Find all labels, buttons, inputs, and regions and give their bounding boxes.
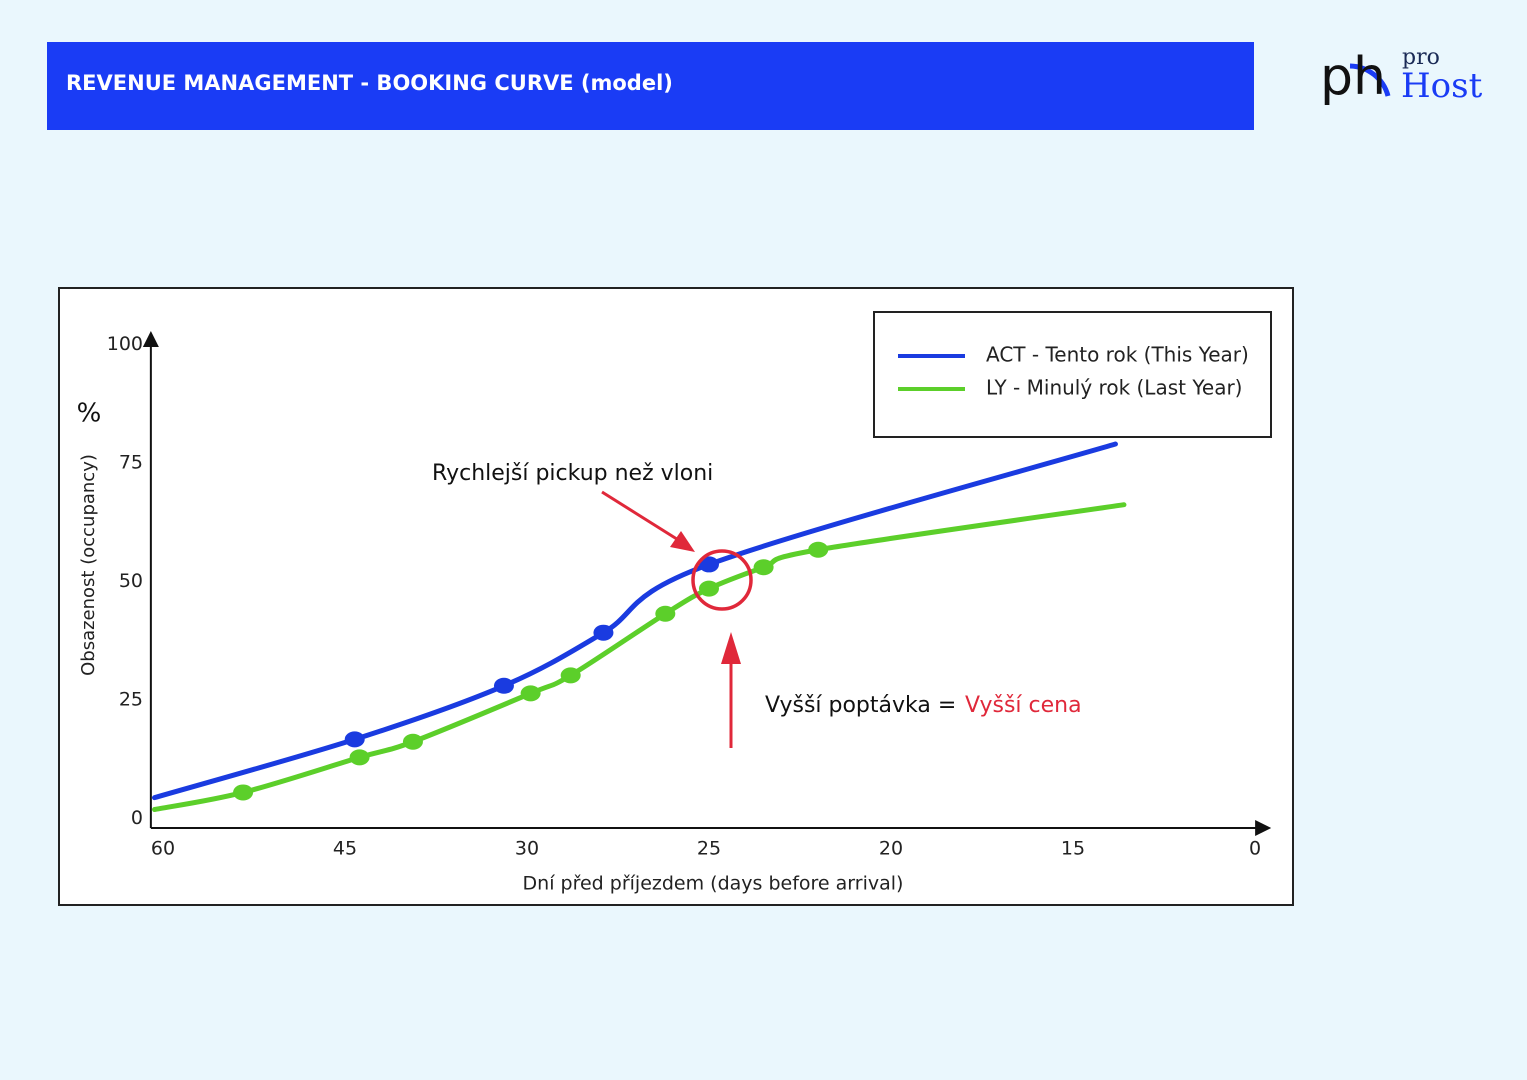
data-point bbox=[699, 580, 719, 597]
legend: ACT - Tento rok (This Year) LY - Minulý r… bbox=[898, 343, 1249, 400]
logo-prefix: pro bbox=[1402, 45, 1440, 70]
data-point bbox=[753, 559, 774, 576]
data-point bbox=[593, 624, 614, 641]
annotation: Vyšší poptávka = bbox=[765, 693, 956, 718]
arrowhead bbox=[721, 632, 741, 664]
data-point bbox=[493, 677, 514, 694]
x-tick-label: 15 bbox=[1061, 838, 1085, 860]
header-title: REVENUE MANAGEMENT - BOOKING CURVE (mode… bbox=[66, 71, 673, 95]
annotation-highlight: Vyšší cena bbox=[965, 693, 1082, 718]
data-point bbox=[560, 667, 581, 684]
chart: 0 25 50 75 100 60 45 30 25 20 15 0 bbox=[107, 331, 1272, 860]
y-axis-label: Obsazenost (occupancy) bbox=[78, 454, 99, 676]
arrow bbox=[601, 490, 681, 543]
y-tick-label: 50 bbox=[119, 570, 143, 592]
x-tick-label: 25 bbox=[697, 838, 721, 860]
data-point bbox=[808, 541, 829, 558]
x-axis-label: Dní před příjezdem (days before arrival) bbox=[523, 873, 904, 895]
data-point bbox=[233, 784, 254, 801]
highlight-circle bbox=[691, 549, 753, 611]
x-axis-arrow bbox=[1255, 820, 1272, 836]
data-point bbox=[655, 605, 676, 622]
data-point bbox=[344, 731, 365, 748]
arrowhead bbox=[670, 531, 695, 552]
header-bar bbox=[47, 42, 1254, 130]
data-point bbox=[402, 733, 423, 750]
y-tick-label: 100 bbox=[107, 333, 143, 355]
x-tick-label: 0 bbox=[1249, 838, 1261, 860]
legend-label: LY - Minulý rok (Last Year) bbox=[986, 376, 1242, 400]
annotation: Rychlejší pickup než vloni bbox=[432, 461, 713, 486]
data-point bbox=[699, 556, 719, 573]
x-tick-label: 20 bbox=[879, 838, 903, 860]
y-tick-label: 75 bbox=[119, 451, 143, 473]
y-tick-label: 25 bbox=[119, 689, 143, 711]
y-unit: % bbox=[77, 399, 102, 429]
data-point bbox=[349, 749, 370, 766]
legend-box bbox=[873, 311, 1272, 438]
x-tick-label: 45 bbox=[333, 838, 357, 860]
legend-label: ACT - Tento rok (This Year) bbox=[986, 343, 1249, 367]
x-tick-label: 30 bbox=[515, 838, 539, 860]
logo-arc bbox=[1349, 63, 1391, 97]
series-line bbox=[152, 441, 1118, 801]
logo-name: Host bbox=[1401, 66, 1483, 106]
y-axis-arrow bbox=[142, 331, 159, 347]
x-tick-label: 60 bbox=[151, 838, 175, 860]
logo-mark: ph bbox=[1320, 47, 1386, 107]
data-point bbox=[520, 685, 541, 702]
y-tick-label: 0 bbox=[131, 807, 143, 829]
